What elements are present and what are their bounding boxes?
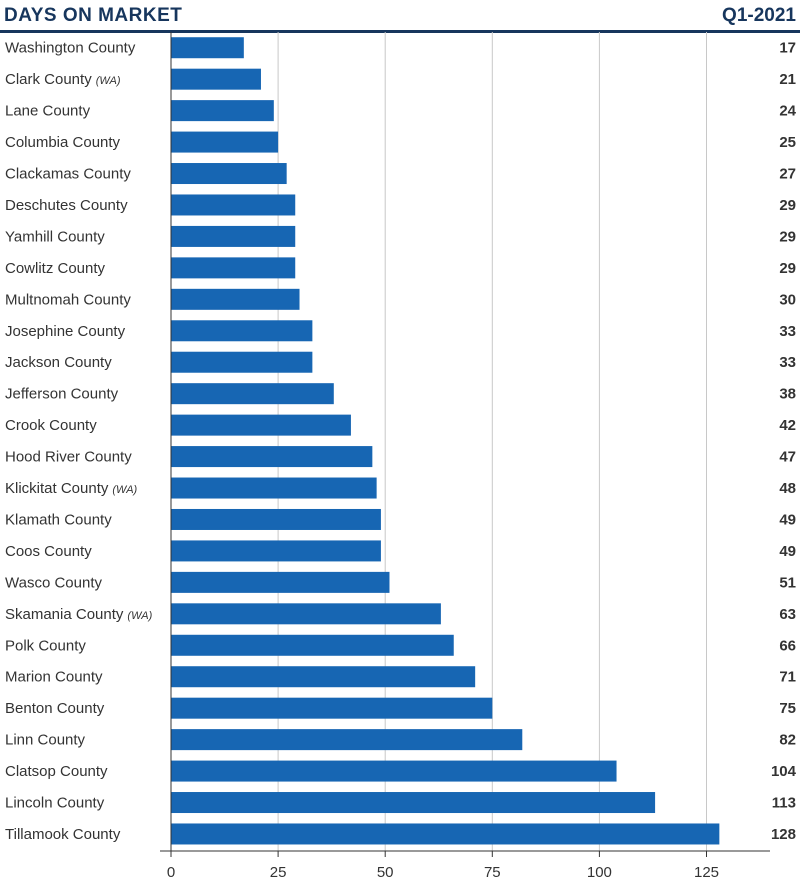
value-label-2: 24 xyxy=(779,103,796,120)
value-label-25: 128 xyxy=(771,826,796,843)
category-label-22: Linn County xyxy=(5,732,86,749)
value-label-8: 30 xyxy=(779,291,796,308)
value-label-17: 51 xyxy=(779,574,796,591)
bar-14 xyxy=(171,477,377,499)
value-label-13: 47 xyxy=(779,449,796,466)
bar-7 xyxy=(171,257,296,279)
bar-12 xyxy=(171,414,351,436)
bar-4 xyxy=(171,163,287,185)
category-label-14: Klickitat County (WA) xyxy=(5,480,138,497)
category-label-18: Skamania County (WA) xyxy=(5,606,153,623)
bar-8 xyxy=(171,288,300,310)
bar-13 xyxy=(171,446,373,468)
category-label-1: Clark County (WA) xyxy=(5,71,121,88)
value-label-20: 71 xyxy=(779,669,796,686)
value-label-6: 29 xyxy=(779,228,796,245)
value-label-12: 42 xyxy=(779,417,796,434)
bar-10 xyxy=(171,351,313,373)
category-label-19: Polk County xyxy=(5,637,86,654)
x-tick-label-0: 0 xyxy=(167,864,175,881)
value-label-14: 48 xyxy=(779,480,796,497)
x-axis: 0 25 50 75 100 125 xyxy=(160,32,770,881)
bar-22 xyxy=(171,729,523,751)
value-label-4: 27 xyxy=(779,166,796,183)
value-label-7: 29 xyxy=(779,260,796,277)
bar-15 xyxy=(171,508,381,530)
value-label-5: 29 xyxy=(779,197,796,214)
category-label-24: Lincoln County xyxy=(5,795,105,812)
x-tick-label-50: 50 xyxy=(377,864,394,881)
x-tick-label-125: 125 xyxy=(694,864,719,881)
gridlines xyxy=(277,32,707,851)
bar-18 xyxy=(171,603,441,625)
chart-title: DAYS ON MARKET xyxy=(4,5,183,26)
bar-19 xyxy=(171,634,454,656)
category-label-25: Tillamook County xyxy=(5,826,121,843)
value-label-15: 49 xyxy=(779,511,796,528)
bar-2 xyxy=(171,100,274,122)
category-label-2: Lane County xyxy=(5,103,91,120)
value-label-0: 17 xyxy=(779,40,796,57)
bar-16 xyxy=(171,540,381,562)
category-label-10: Jackson County xyxy=(5,354,112,371)
category-label-3: Columbia County xyxy=(5,134,121,151)
bar-24 xyxy=(171,792,656,814)
bar-9 xyxy=(171,320,313,342)
value-label-24: 113 xyxy=(772,795,796,812)
bar-11 xyxy=(171,383,334,405)
value-label-21: 75 xyxy=(779,700,796,717)
category-label-9: Josephine County xyxy=(5,323,126,340)
category-label-6: Yamhill County xyxy=(5,228,105,245)
value-label-19: 66 xyxy=(779,637,796,654)
category-label-8: Multnomah County xyxy=(5,291,131,308)
value-label-9: 33 xyxy=(779,323,796,340)
bar-20 xyxy=(171,666,476,688)
value-label-22: 82 xyxy=(779,732,796,749)
bar-23 xyxy=(171,760,617,782)
category-label-7: Cowlitz County xyxy=(5,260,106,277)
x-tick-label-100: 100 xyxy=(587,864,612,881)
x-tick-label-25: 25 xyxy=(270,864,287,881)
value-label-18: 63 xyxy=(779,606,796,623)
category-label-5: Deschutes County xyxy=(5,197,128,214)
value-label-16: 49 xyxy=(779,543,796,560)
category-label-23: Clatsop County xyxy=(5,763,108,780)
x-tick-label-75: 75 xyxy=(484,864,501,881)
value-label-1: 21 xyxy=(779,71,796,88)
bar-17 xyxy=(171,571,390,593)
category-label-21: Benton County xyxy=(5,700,105,717)
value-label-23: 104 xyxy=(771,763,797,780)
bar-0 xyxy=(171,37,244,59)
category-label-15: Klamath County xyxy=(5,511,112,528)
category-label-16: Coos County xyxy=(5,543,92,560)
category-labels: Washington County Clark County (WA) Lane Co… xyxy=(5,40,153,843)
category-label-17: Wasco County xyxy=(5,574,102,591)
bar-3 xyxy=(171,131,279,153)
category-label-12: Crook County xyxy=(5,417,97,434)
chart-header: DAYS ON MARKET Q1-2021 xyxy=(0,0,800,33)
chart-period: Q1-2021 xyxy=(722,5,796,26)
bar-6 xyxy=(171,225,296,247)
bar-25 xyxy=(171,823,720,845)
category-label-20: Marion County xyxy=(5,669,103,686)
category-label-11: Jefferson County xyxy=(5,386,119,403)
value-labels: 17 21 24 25 27 29 29 29 30 33 33 38 42 47 48 49 49 51 63 66… xyxy=(771,40,797,843)
bar-21 xyxy=(171,697,493,719)
bars xyxy=(171,37,720,845)
bar-5 xyxy=(171,194,296,216)
value-label-11: 38 xyxy=(779,386,796,403)
category-label-13: Hood River County xyxy=(5,449,132,466)
category-label-0: Washington County xyxy=(5,40,136,57)
bar-1 xyxy=(171,68,261,90)
value-label-3: 25 xyxy=(779,134,796,151)
value-label-10: 33 xyxy=(779,354,796,371)
category-label-4: Clackamas County xyxy=(5,166,131,183)
